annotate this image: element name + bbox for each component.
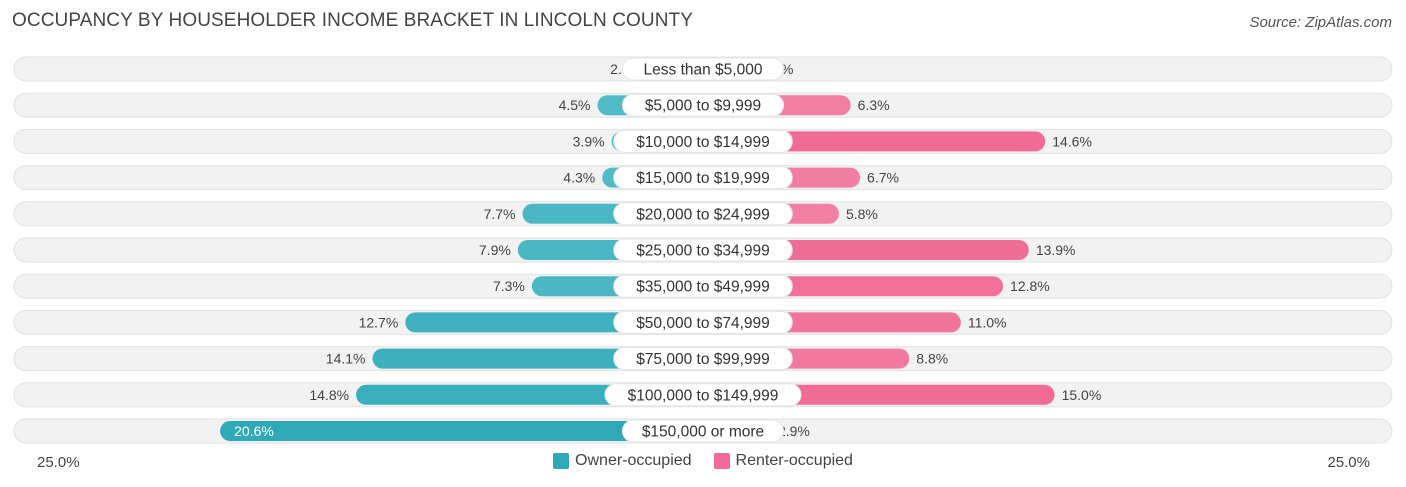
category-label: $100,000 to $149,999 bbox=[628, 387, 779, 404]
owner-value-label: 14.8% bbox=[309, 387, 349, 403]
owner-value-label: 14.1% bbox=[326, 351, 366, 367]
owner-value-label: 20.6% bbox=[234, 423, 274, 439]
owner-value-label: 7.9% bbox=[479, 242, 511, 258]
category-label: $150,000 or more bbox=[642, 424, 764, 441]
renter-value-label: 6.3% bbox=[858, 97, 890, 113]
legend-item-owner[interactable]: Owner-occupied bbox=[553, 452, 692, 470]
category-label: $5,000 to $9,999 bbox=[645, 98, 761, 115]
legend-item-renter[interactable]: Renter-occupied bbox=[713, 452, 853, 470]
category-pill bbox=[613, 274, 793, 298]
category-label: $35,000 to $49,999 bbox=[636, 279, 770, 296]
category-pill bbox=[621, 93, 785, 117]
owner-value-label: 7.3% bbox=[493, 278, 525, 294]
category-pill bbox=[613, 310, 793, 334]
category-pill bbox=[613, 166, 793, 190]
source-label: Source: ZipAtlas.com bbox=[1249, 14, 1392, 31]
renter-value-label: 2.9% bbox=[778, 423, 810, 439]
category-label: $75,000 to $99,999 bbox=[636, 351, 770, 368]
category-pill bbox=[613, 129, 793, 153]
chart-title: OCCUPANCY BY HOUSEHOLDER INCOME BRACKET … bbox=[12, 10, 694, 31]
category-pill bbox=[613, 202, 793, 226]
category-pill bbox=[621, 57, 785, 81]
owner-value-label: 7.7% bbox=[484, 206, 516, 222]
renter-value-label: 14.6% bbox=[1052, 133, 1092, 149]
legend-swatch-renter bbox=[713, 453, 730, 469]
renter-value-label: 8.8% bbox=[916, 351, 948, 367]
category-label: $15,000 to $19,999 bbox=[636, 170, 770, 187]
renter-value-label: 13.9% bbox=[1036, 242, 1076, 258]
renter-value-label: 12.8% bbox=[1010, 278, 1050, 294]
category-pill bbox=[613, 238, 793, 262]
legend-label-renter: Renter-occupied bbox=[735, 452, 853, 469]
renter-value-label: 6.7% bbox=[867, 170, 899, 186]
category-pill bbox=[613, 347, 793, 371]
category-pill bbox=[604, 383, 802, 407]
axis-label-left: 25.0% bbox=[37, 454, 80, 471]
axis-label-right: 25.0% bbox=[1327, 454, 1370, 471]
category-label: $50,000 to $74,999 bbox=[636, 315, 770, 332]
legend-swatch-owner bbox=[553, 453, 570, 469]
category-pill bbox=[621, 419, 785, 443]
category-label: $25,000 to $34,999 bbox=[636, 243, 770, 260]
owner-bar bbox=[220, 421, 704, 441]
renter-value-label: 5.8% bbox=[846, 206, 878, 222]
renter-value-label: 15.0% bbox=[1062, 387, 1102, 403]
category-label: Less than $5,000 bbox=[644, 62, 763, 79]
category-label: $10,000 to $14,999 bbox=[636, 134, 770, 151]
legend: Owner-occupied Renter-occupied bbox=[0, 452, 1406, 470]
owner-value-label: 4.3% bbox=[563, 170, 595, 186]
owner-value-label: 3.9% bbox=[573, 133, 605, 149]
renter-value-label: 11.0% bbox=[968, 314, 1007, 330]
owner-value-label: 12.7% bbox=[359, 314, 399, 330]
legend-label-owner: Owner-occupied bbox=[575, 452, 692, 469]
owner-value-label: 4.5% bbox=[559, 97, 591, 113]
category-label: $20,000 to $24,999 bbox=[636, 206, 770, 223]
